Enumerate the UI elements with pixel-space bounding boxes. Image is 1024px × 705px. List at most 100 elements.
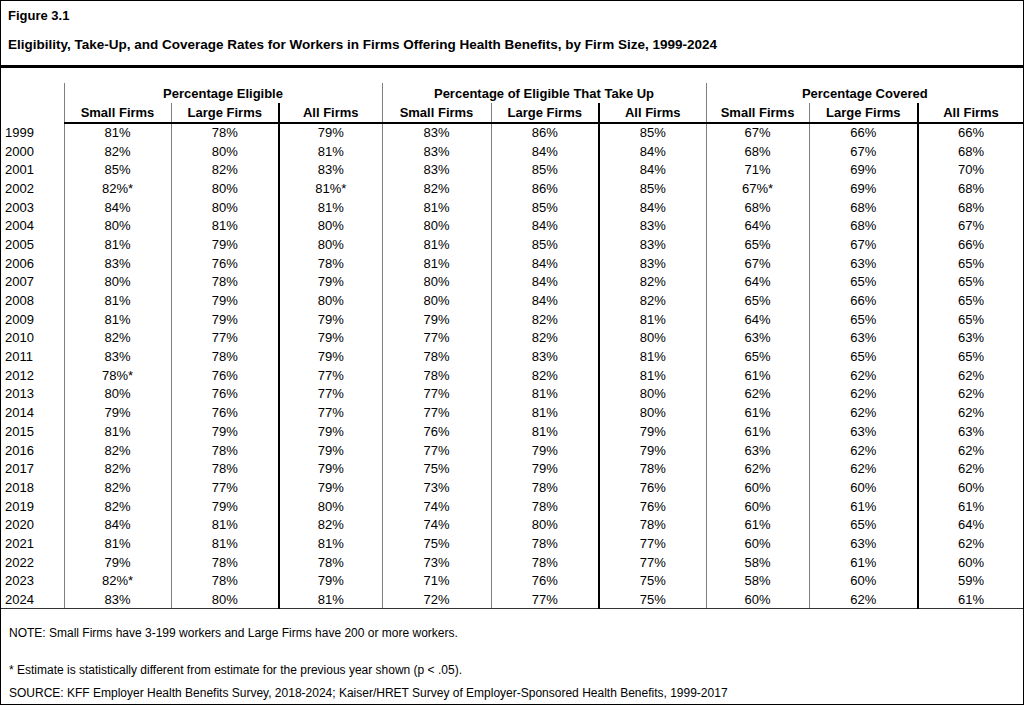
value-cell: 72%: [382, 590, 491, 609]
value-cell: 79%: [171, 310, 279, 329]
value-cell: 65%: [706, 235, 809, 254]
value-cell: 84%: [64, 198, 171, 217]
value-cell: 78%: [491, 534, 599, 553]
year-cell: 2016: [1, 441, 64, 460]
value-cell: 58%: [706, 553, 809, 572]
value-cell: 82%: [64, 441, 171, 460]
value-cell: 80%: [382, 291, 491, 310]
value-cell: 85%: [491, 160, 599, 179]
value-cell: 79%: [279, 329, 382, 348]
value-cell: 82%*: [64, 179, 171, 198]
year-cell: 2003: [1, 198, 64, 217]
value-cell: 67%: [706, 123, 809, 142]
value-cell: 60%: [706, 478, 809, 497]
value-cell: 63%: [809, 534, 918, 553]
value-cell: 71%: [706, 160, 809, 179]
value-cell: 79%: [279, 478, 382, 497]
value-cell: 78%: [171, 441, 279, 460]
value-cell: 81%: [64, 291, 171, 310]
footer-notes: NOTE: Small Firms have 3-199 workers and…: [1, 626, 1023, 700]
value-cell: 65%: [918, 273, 1023, 292]
value-cell: 81%: [491, 422, 599, 441]
table-body: 1999 81% 78% 79% 83% 86% 85% 67% 66% 66%…: [1, 123, 1023, 609]
value-cell: 78%: [171, 572, 279, 591]
value-cell: 75%: [599, 572, 706, 591]
value-cell: 66%: [918, 235, 1023, 254]
subheader-eligible-large: Large Firms: [171, 103, 279, 123]
note-text: NOTE: Small Firms have 3-199 workers and…: [9, 626, 1015, 640]
value-cell: 83%: [64, 347, 171, 366]
table-row: 2010 82% 77% 79% 77% 82% 80% 63% 63% 63%: [1, 329, 1023, 348]
value-cell: 77%: [279, 385, 382, 404]
year-cell: 2009: [1, 310, 64, 329]
table-row: 2019 82% 79% 80% 74% 78% 76% 60% 61% 61%: [1, 497, 1023, 516]
value-cell: 78%: [599, 459, 706, 478]
year-cell: 1999: [1, 123, 64, 142]
value-cell: 83%: [599, 254, 706, 273]
subheader-covered-large: Large Firms: [809, 103, 918, 123]
table-row: 2021 81% 81% 81% 75% 78% 77% 60% 63% 62%: [1, 534, 1023, 553]
value-cell: 65%: [706, 291, 809, 310]
value-cell: 79%: [171, 235, 279, 254]
value-cell: 79%: [279, 310, 382, 329]
value-cell: 82%: [171, 160, 279, 179]
value-cell: 79%: [64, 553, 171, 572]
value-cell: 76%: [599, 478, 706, 497]
value-cell: 79%: [279, 273, 382, 292]
value-cell: 79%: [279, 422, 382, 441]
value-cell: 76%: [171, 254, 279, 273]
value-cell: 80%: [171, 198, 279, 217]
value-cell: 82%: [382, 179, 491, 198]
year-cell: 2010: [1, 329, 64, 348]
year-cell: 2019: [1, 497, 64, 516]
value-cell: 79%: [599, 422, 706, 441]
group-header-eligible: Percentage Eligible: [64, 83, 382, 103]
value-cell: 82%: [491, 366, 599, 385]
table-row: 2007 80% 78% 79% 80% 84% 82% 64% 65% 65%: [1, 273, 1023, 292]
value-cell: 82%: [599, 273, 706, 292]
value-cell: 80%: [279, 291, 382, 310]
value-cell: 80%: [599, 329, 706, 348]
table-row: 2011 83% 78% 79% 78% 83% 81% 65% 65% 65%: [1, 347, 1023, 366]
value-cell: 65%: [809, 273, 918, 292]
value-cell: 83%: [64, 254, 171, 273]
value-cell: 65%: [918, 310, 1023, 329]
value-cell: 76%: [171, 403, 279, 422]
year-cell: 2015: [1, 422, 64, 441]
value-cell: 82%: [64, 329, 171, 348]
value-cell: 69%: [809, 160, 918, 179]
value-cell: 75%: [599, 590, 706, 609]
value-cell: 67%*: [706, 179, 809, 198]
subheader-eligible-small: Small Firms: [64, 103, 171, 123]
table-row: 2015 81% 79% 79% 76% 81% 79% 61% 63% 63%: [1, 422, 1023, 441]
table-row: 1999 81% 78% 79% 83% 86% 85% 67% 66% 66%: [1, 123, 1023, 142]
subheader-takeup-large: Large Firms: [491, 103, 599, 123]
value-cell: 76%: [382, 422, 491, 441]
value-cell: 62%: [809, 441, 918, 460]
value-cell: 85%: [491, 235, 599, 254]
value-cell: 78%: [491, 553, 599, 572]
year-cell: 2001: [1, 160, 64, 179]
table-row: 2008 81% 79% 80% 80% 84% 82% 65% 66% 65%: [1, 291, 1023, 310]
value-cell: 83%: [279, 160, 382, 179]
value-cell: 66%: [918, 123, 1023, 142]
value-cell: 83%: [491, 347, 599, 366]
value-cell: 66%: [809, 291, 918, 310]
value-cell: 80%: [279, 216, 382, 235]
value-cell: 62%: [918, 534, 1023, 553]
value-cell: 84%: [491, 142, 599, 161]
value-cell: 78%: [382, 366, 491, 385]
year-cell: 2004: [1, 216, 64, 235]
value-cell: 59%: [918, 572, 1023, 591]
value-cell: 77%: [279, 403, 382, 422]
rates-table: Percentage Eligible Percentage of Eligib…: [1, 83, 1023, 609]
year-cell: 2000: [1, 142, 64, 161]
value-cell: 63%: [706, 329, 809, 348]
value-cell: 63%: [918, 329, 1023, 348]
subheader-takeup-small: Small Firms: [382, 103, 491, 123]
value-cell: 62%: [918, 366, 1023, 385]
value-cell: 85%: [599, 179, 706, 198]
table-row: 2013 80% 76% 77% 77% 81% 80% 62% 62% 62%: [1, 385, 1023, 404]
value-cell: 79%: [599, 441, 706, 460]
value-cell: 82%: [599, 291, 706, 310]
